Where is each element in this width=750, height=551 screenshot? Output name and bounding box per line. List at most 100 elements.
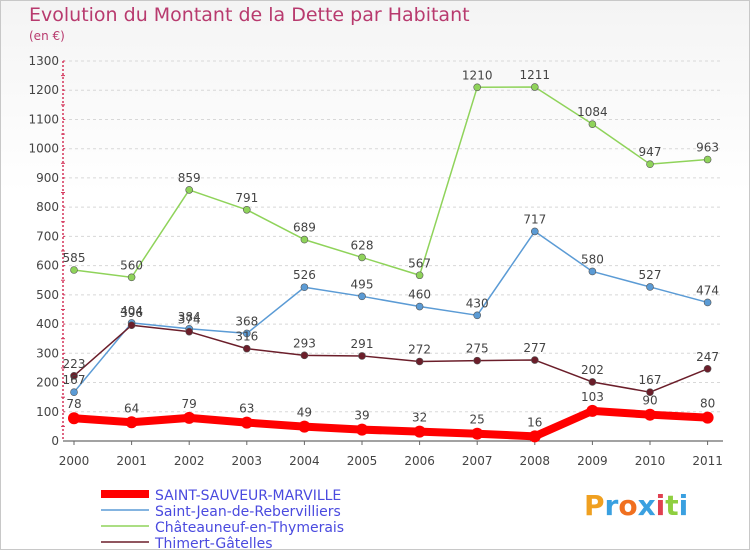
data-point [243, 344, 251, 353]
data-point [473, 311, 482, 320]
legend-label: Saint-Jean-de-Rebervilliers [155, 504, 341, 520]
x-tick-label: 2005 [347, 454, 378, 468]
data-point [127, 273, 136, 282]
data-label: 430 [466, 296, 489, 310]
data-point [701, 411, 714, 424]
data-label: 374 [178, 313, 201, 327]
y-tick-label: 0 [51, 434, 59, 448]
y-tick-label: 400 [36, 317, 59, 331]
data-point [185, 327, 193, 336]
data-label: 90 [642, 394, 657, 408]
data-point [185, 186, 193, 194]
axes: 0 100 200 300 400 500 600 700 800 900 1000 1100 1200… [28, 54, 723, 468]
data-point [473, 83, 482, 92]
data-label: 247 [696, 350, 719, 364]
series-layer [68, 83, 714, 443]
data-point [588, 120, 597, 128]
data-point [588, 378, 597, 386]
data-label: 16 [527, 415, 542, 429]
x-tick-label: 2001 [116, 454, 147, 468]
series-line [73, 86, 709, 279]
data-point [300, 235, 309, 244]
data-point [530, 356, 539, 364]
data-point [415, 271, 424, 280]
data-point [243, 205, 251, 214]
data-point [68, 412, 80, 425]
data-label: 223 [63, 357, 86, 371]
data-point [644, 408, 656, 421]
data-label: 167 [63, 373, 86, 387]
data-label: 103 [581, 390, 604, 404]
data-point [240, 416, 253, 429]
y-tick-label: 1100 [28, 112, 59, 126]
x-tick-label: 2008 [520, 454, 551, 468]
data-label: 293 [293, 336, 316, 350]
chart-title: Evolution du Montant de la Dette par Hab… [29, 4, 470, 26]
data-label: 947 [639, 145, 662, 159]
data-label: 474 [696, 283, 719, 297]
legend: SAINT-SAUVEUR-MARVILLESaint-Jean-de-Rebe… [101, 488, 344, 551]
legend-label: SAINT-SAUVEUR-MARVILLE [155, 488, 341, 504]
data-label: 63 [239, 402, 254, 416]
data-point [530, 227, 539, 236]
data-label: 460 [408, 288, 431, 302]
y-tick-label: 1300 [28, 54, 59, 68]
data-label: 859 [178, 171, 201, 185]
y-tick-label: 300 [36, 346, 59, 360]
data-point [530, 83, 539, 91]
data-point [298, 420, 311, 433]
data-label: 567 [408, 256, 431, 270]
x-tick-label: 2010 [635, 454, 666, 468]
data-label: 404 [120, 304, 143, 318]
y-tick-label: 1200 [28, 83, 59, 97]
data-label: 49 [297, 406, 312, 420]
data-point [70, 388, 78, 396]
data-label: 78 [66, 397, 81, 411]
data-point [646, 283, 654, 291]
y-tick-label: 700 [36, 229, 59, 243]
data-label: 689 [293, 221, 316, 235]
data-label: 495 [351, 277, 374, 291]
y-tick-label: 200 [36, 376, 59, 390]
data-label: 580 [581, 252, 604, 266]
data-point [358, 253, 366, 262]
data-point [646, 160, 654, 168]
data-label: 1084 [577, 105, 608, 119]
y-tick-label: 900 [36, 171, 59, 185]
data-point [300, 283, 309, 292]
data-label: 963 [696, 141, 719, 155]
data-point [300, 351, 309, 360]
data-label: 202 [581, 363, 604, 377]
data-point [703, 298, 712, 307]
data-point [471, 427, 484, 440]
data-point [646, 388, 654, 396]
legend-label: Châteauneuf-en-Thymerais [155, 520, 344, 536]
data-labels: 78 64 79 63 49 39 32 25 16 103 90 80 167 404 384 368 526… [63, 68, 720, 429]
chart-subtitle: (en €) [29, 29, 65, 43]
data-label: 560 [120, 258, 143, 272]
data-point [413, 425, 426, 438]
data-label: 628 [351, 238, 374, 252]
data-label: 277 [523, 341, 546, 355]
data-point [358, 292, 366, 301]
data-label: 80 [700, 397, 715, 411]
data-label: 291 [351, 337, 374, 351]
x-tick-label: 2002 [174, 454, 205, 468]
data-label: 396 [120, 306, 143, 320]
y-tick-label: 600 [36, 259, 59, 273]
series-line [70, 406, 712, 441]
data-label: 64 [124, 401, 139, 415]
x-tick-label: 2011 [692, 454, 723, 468]
data-label: 384 [178, 310, 201, 324]
y-tick-label: 800 [36, 200, 59, 214]
data-point [586, 404, 599, 417]
series-line [73, 324, 709, 393]
data-point [243, 329, 251, 338]
data-point [415, 357, 424, 366]
data-label: 527 [639, 268, 662, 282]
data-label: 791 [235, 191, 258, 205]
data-label: 1210 [462, 68, 493, 82]
data-label: 316 [235, 330, 258, 344]
